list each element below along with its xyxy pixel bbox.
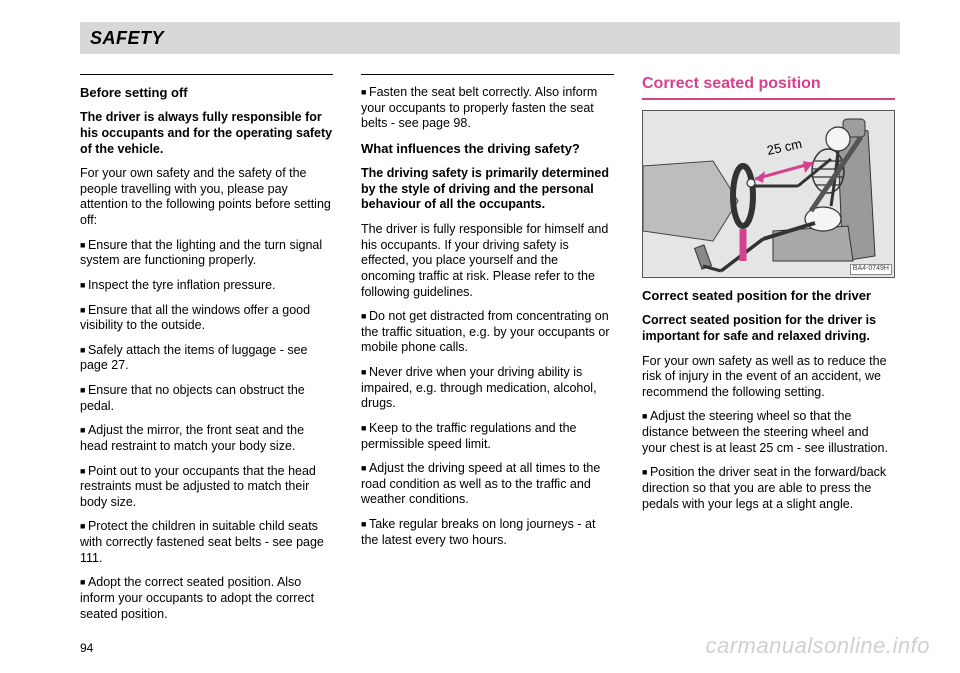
rule: [80, 74, 333, 75]
rule: [361, 74, 614, 75]
para: Correct seated position for the driver i…: [642, 313, 895, 344]
column-2: Fasten the seat belt correctly. Also inf…: [361, 74, 614, 631]
chapter-header: SAFETY: [80, 22, 900, 54]
page-number: 94: [80, 641, 93, 655]
bullet: Take regular breaks on long journeys - a…: [361, 517, 614, 548]
watermark: carmanualsonline.info: [705, 633, 930, 659]
bullet: Point out to your occupants that the hea…: [80, 464, 333, 511]
figure-seated-position: 25 cm BA4-0749H: [642, 110, 895, 278]
subhead-driving-safety: What influences the driving safety?: [361, 141, 614, 157]
bullet: Do not get distracted from concentrating…: [361, 309, 614, 356]
para: The driving safety is primarily determin…: [361, 166, 614, 213]
bullet: Adjust the driving speed at all times to…: [361, 461, 614, 508]
bullet: Safely attach the items of luggage - see…: [80, 343, 333, 374]
bullet: Ensure that the lighting and the turn si…: [80, 238, 333, 269]
bullet: Ensure that no objects can obstruct the …: [80, 383, 333, 414]
para: The driver is always fully responsible f…: [80, 110, 333, 157]
subhead-before-setting-off: Before setting off: [80, 85, 333, 101]
bullet: Inspect the tyre inflation pressure.: [80, 278, 333, 294]
bullet: Keep to the traffic regulations and the …: [361, 421, 614, 452]
bullet: Fasten the seat belt correctly. Also inf…: [361, 85, 614, 132]
bullet: Adjust the steering wheel so that the di…: [642, 409, 895, 456]
seated-position-illustration: 25 cm: [643, 111, 895, 278]
para: The driver is fully responsible for hims…: [361, 222, 614, 300]
section-title: Correct seated position: [642, 74, 895, 94]
section-rule: [642, 98, 895, 100]
bullet: Position the driver seat in the forward/…: [642, 465, 895, 512]
page: SAFETY Before setting off The driver is …: [0, 0, 960, 673]
para: For your own safety as well as to reduce…: [642, 354, 895, 401]
column-1: Before setting off The driver is always …: [80, 74, 333, 631]
content-columns: Before setting off The driver is always …: [80, 74, 900, 631]
bullet: Adopt the correct seated position. Also …: [80, 575, 333, 622]
chapter-title: SAFETY: [90, 28, 164, 49]
bullet: Protect the children in suitable child s…: [80, 519, 333, 566]
subhead-correct-seated: Correct seated position for the driver: [642, 288, 895, 304]
figure-code: BA4-0749H: [850, 264, 892, 275]
bullet: Never drive when your driving ability is…: [361, 365, 614, 412]
para: For your own safety and the safety of th…: [80, 166, 333, 229]
bullet: Ensure that all the windows offer a good…: [80, 303, 333, 334]
bullet: Adjust the mirror, the front seat and th…: [80, 423, 333, 454]
figure-distance-text: 25 cm: [766, 136, 804, 158]
column-3: Correct seated position: [642, 74, 895, 631]
